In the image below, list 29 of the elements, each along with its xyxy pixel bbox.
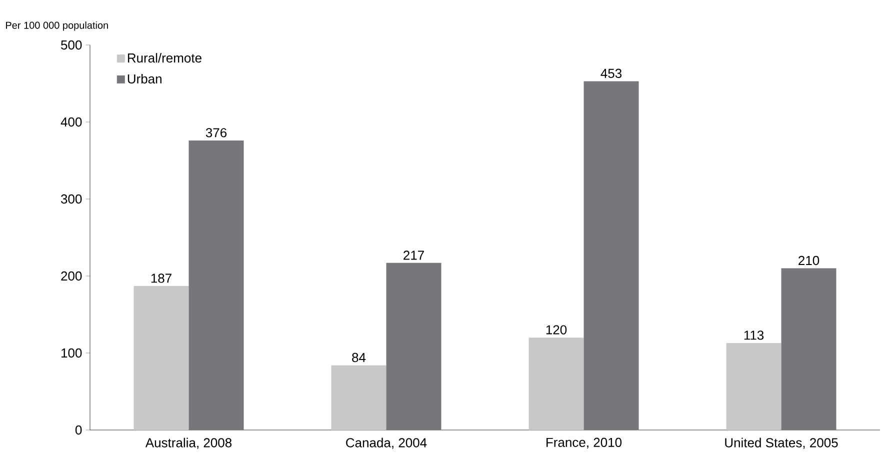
data-label: 187 [151,274,172,283]
data-label: 376 [206,128,227,138]
x-tick-label: United States, 2005 [725,438,838,449]
x-tick-label: France, 2010 [546,438,622,449]
y-tick-label: 0 [75,425,82,435]
y-tick-label: 300 [61,194,82,204]
bar [726,342,782,430]
bar [188,140,244,430]
data-label: 120 [546,325,567,334]
data-label: 113 [744,330,764,340]
y-tick-label: 100 [62,348,82,358]
bar [331,365,386,430]
bar [134,286,189,430]
bar [584,81,639,430]
y-tick-label: 400 [60,117,82,127]
y-axis-title: Per 100 000 population [6,21,108,31]
bar [386,262,442,430]
data-label: 210 [798,256,820,266]
y-tick-label: 500 [61,40,82,50]
legend-label: Rural/remote [128,53,202,63]
legend-label: Urban [128,74,162,84]
data-label: 84 [352,352,366,362]
bar [781,268,836,430]
y-tick-label: 200 [61,271,82,281]
bar [528,338,584,430]
x-tick-label: Canada, 2004 [346,438,427,449]
x-tick-label: Australia, 2008 [145,438,232,449]
data-label: 217 [404,250,424,260]
data-label: 453 [600,68,622,78]
